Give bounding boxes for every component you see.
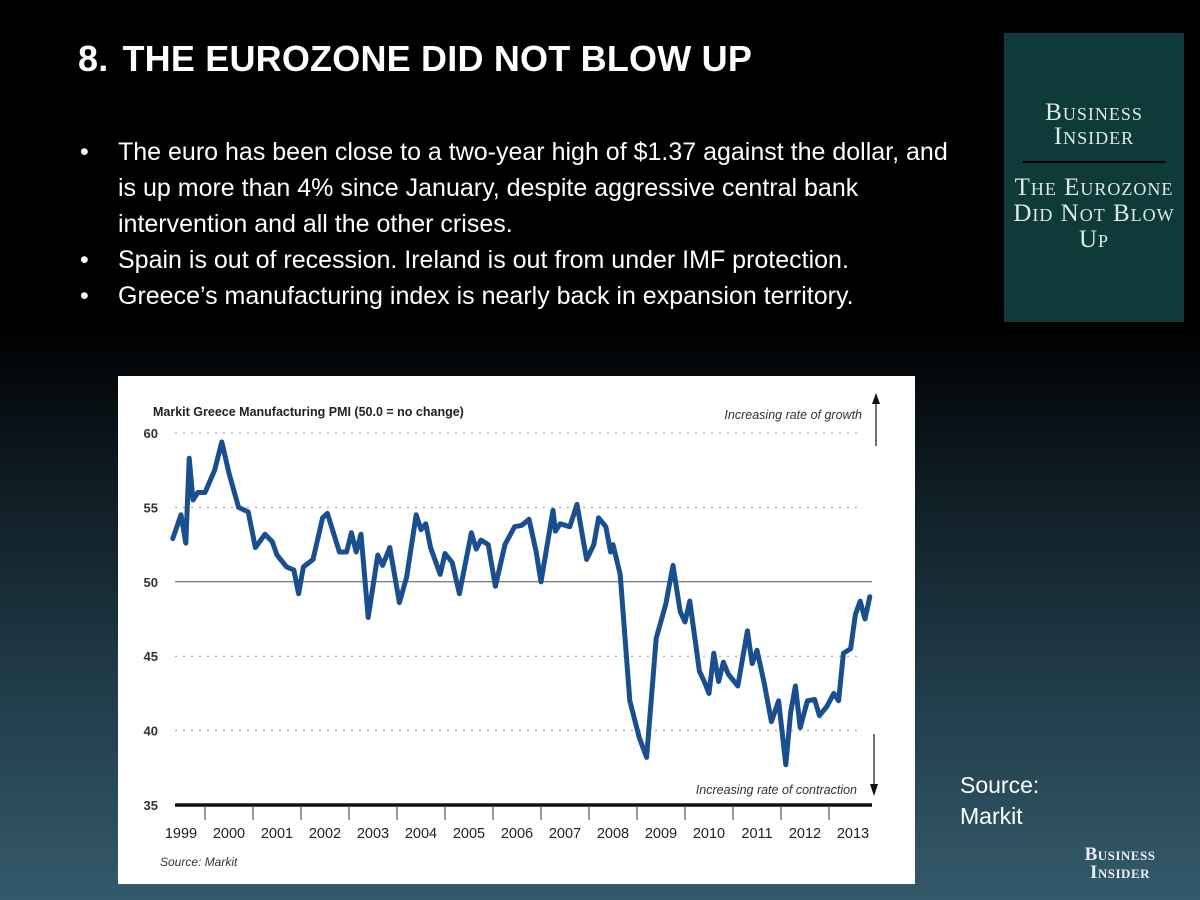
arrow-down-icon — [870, 734, 878, 796]
annotation-growth: Increasing rate of growth — [724, 408, 862, 422]
side-box-brand: Business Insider — [1045, 99, 1143, 150]
x-tick-label: 2008 — [597, 826, 629, 842]
x-tick-label: 2012 — [789, 826, 821, 842]
y-tick-label: 60 — [144, 426, 158, 441]
pmi-chart: 60 55 50 45 40 35 1999 2000 2001 2002 2003 2004 200… — [118, 376, 915, 884]
side-box-divider — [1023, 161, 1165, 163]
y-tick-label: 35 — [144, 798, 158, 813]
bullet-item: The euro has been close to a two-year hi… — [78, 134, 958, 242]
slide-title: 8. THE EUROZONE DID NOT BLOW UP — [78, 38, 753, 79]
x-tick-label: 2002 — [309, 826, 341, 842]
x-tick-label: 1999 — [165, 826, 197, 842]
x-tick-label: 2000 — [213, 826, 245, 842]
series-line-pmi — [170, 439, 873, 768]
source-label: Source: — [960, 772, 1040, 798]
y-tick-label: 45 — [144, 649, 158, 664]
chart-svg: 60 55 50 45 40 35 1999 2000 2001 2002 2003 2004 200… — [144, 393, 880, 869]
x-tick-label: 2005 — [453, 826, 485, 842]
y-tick-label: 55 — [144, 500, 158, 515]
x-tick-label: 2007 — [549, 826, 581, 842]
x-tick-label: 2003 — [357, 826, 389, 842]
side-box-subtitle: The Eurozone Did Not Blow Up — [1013, 174, 1175, 253]
bullet-list: The euro has been close to a two-year hi… — [78, 134, 958, 314]
x-tick-label: 2011 — [741, 826, 772, 842]
x-tick-label: 2010 — [693, 826, 725, 842]
arrow-up-icon — [872, 393, 880, 446]
side-title-box: Business Insider The Eurozone Did Not Bl… — [1004, 33, 1184, 322]
chart-source: Source: Markit — [160, 855, 238, 869]
source-note: Source: Markit — [960, 770, 1039, 832]
x-tick-label: 2004 — [405, 826, 437, 842]
chart-title: Markit Greece Manufacturing PMI (50.0 = … — [153, 405, 464, 419]
x-tick-label: 2001 — [261, 826, 293, 842]
business-insider-logo: Business Insider — [1084, 844, 1156, 883]
x-tick-label: 2006 — [501, 826, 533, 842]
source-value: Markit — [960, 803, 1023, 829]
annotation-contraction: Increasing rate of contraction — [696, 783, 857, 797]
bullet-item: Greece’s manufacturing index is nearly b… — [78, 278, 958, 314]
bullet-item: Spain is out of recession. Ireland is ou… — [78, 242, 958, 278]
y-tick-label: 50 — [144, 575, 158, 590]
x-tick-label: 2013 — [837, 826, 869, 842]
x-tick-label: 2009 — [645, 826, 677, 842]
y-tick-label: 40 — [144, 724, 158, 739]
